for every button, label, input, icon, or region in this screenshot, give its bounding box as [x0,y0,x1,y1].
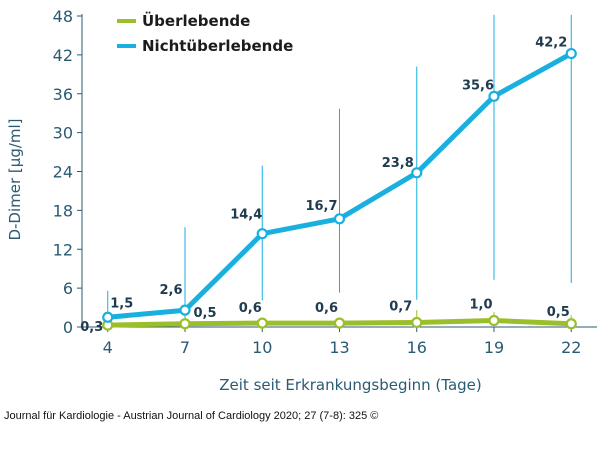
data-point [256,228,268,240]
data-point [411,167,423,179]
data-point [179,318,191,330]
data-label: 14,4 [230,208,262,223]
data-label: 42,2 [535,36,567,51]
x-tick-label: 10 [252,338,272,357]
data-label: 0,6 [315,301,338,316]
legend-entry: Nichtüberlebende [142,37,293,55]
data-label: 0,6 [239,301,262,316]
x-axis-title: Zeit seit Erkrankungsbeginn (Tage) [219,376,482,394]
source-footer: Journal für Kardiologie - Austrian Journ… [4,410,379,422]
data-label: 1,0 [469,298,492,313]
legend-entry: Überlebende [142,11,250,30]
x-tick-label: 19 [484,338,504,357]
data-point [102,311,114,323]
chart-axes: 0 6 12 18 24 30 36 42 48 4 7 10 13 16 19 22 Zeit seit Er… [6,7,597,394]
y-tick-label: 24 [53,163,73,182]
data-label: 2,6 [159,283,182,298]
data-label: 35,6 [462,78,494,93]
data-point [333,213,346,225]
x-tick-label: 4 [103,338,113,357]
x-tick-label: 22 [561,338,581,357]
data-label: 0,7 [389,299,412,314]
data-point [411,316,423,329]
data-point [179,304,191,316]
x-tick-label: 16 [407,338,427,357]
y-tick-label: 0 [63,318,73,337]
x-tick-label: 7 [180,338,190,357]
data-label: 0,5 [193,306,216,321]
y-tick-label: 36 [53,85,73,104]
chart-legend: Überlebende Nichtüberlebende [117,11,293,55]
y-tick-label: 18 [53,201,73,220]
data-point [488,90,500,102]
y-tick-label: 42 [53,46,73,65]
data-point [333,317,346,329]
data-label: 0,5 [547,305,570,320]
data-points [102,47,577,331]
y-tick-label: 6 [63,279,73,298]
data-point [565,318,577,330]
y-axis-title: D-Dimer [µg/ml] [6,118,24,240]
data-point [565,47,577,60]
error-bars [107,14,572,327]
data-label: 23,8 [382,156,414,171]
y-tick-label: 30 [53,124,73,143]
data-labels: 0,3 0,5 0,6 0,6 0,7 1,0 0,5 1,5 2,6 14,4 16,7 23,8 3… [80,36,570,335]
data-point [488,314,500,327]
y-tick-label: 12 [53,240,73,259]
data-label: 16,7 [305,199,337,214]
data-label: 1,5 [110,296,133,311]
x-tick-label: 13 [329,338,349,357]
y-tick-label: 48 [53,7,73,26]
data-point [256,317,268,329]
data-label: 0,3 [80,320,103,335]
d-dimer-line-chart: 0 6 12 18 24 30 36 42 48 4 7 10 13 16 19 22 Zeit seit Er… [6,7,597,394]
